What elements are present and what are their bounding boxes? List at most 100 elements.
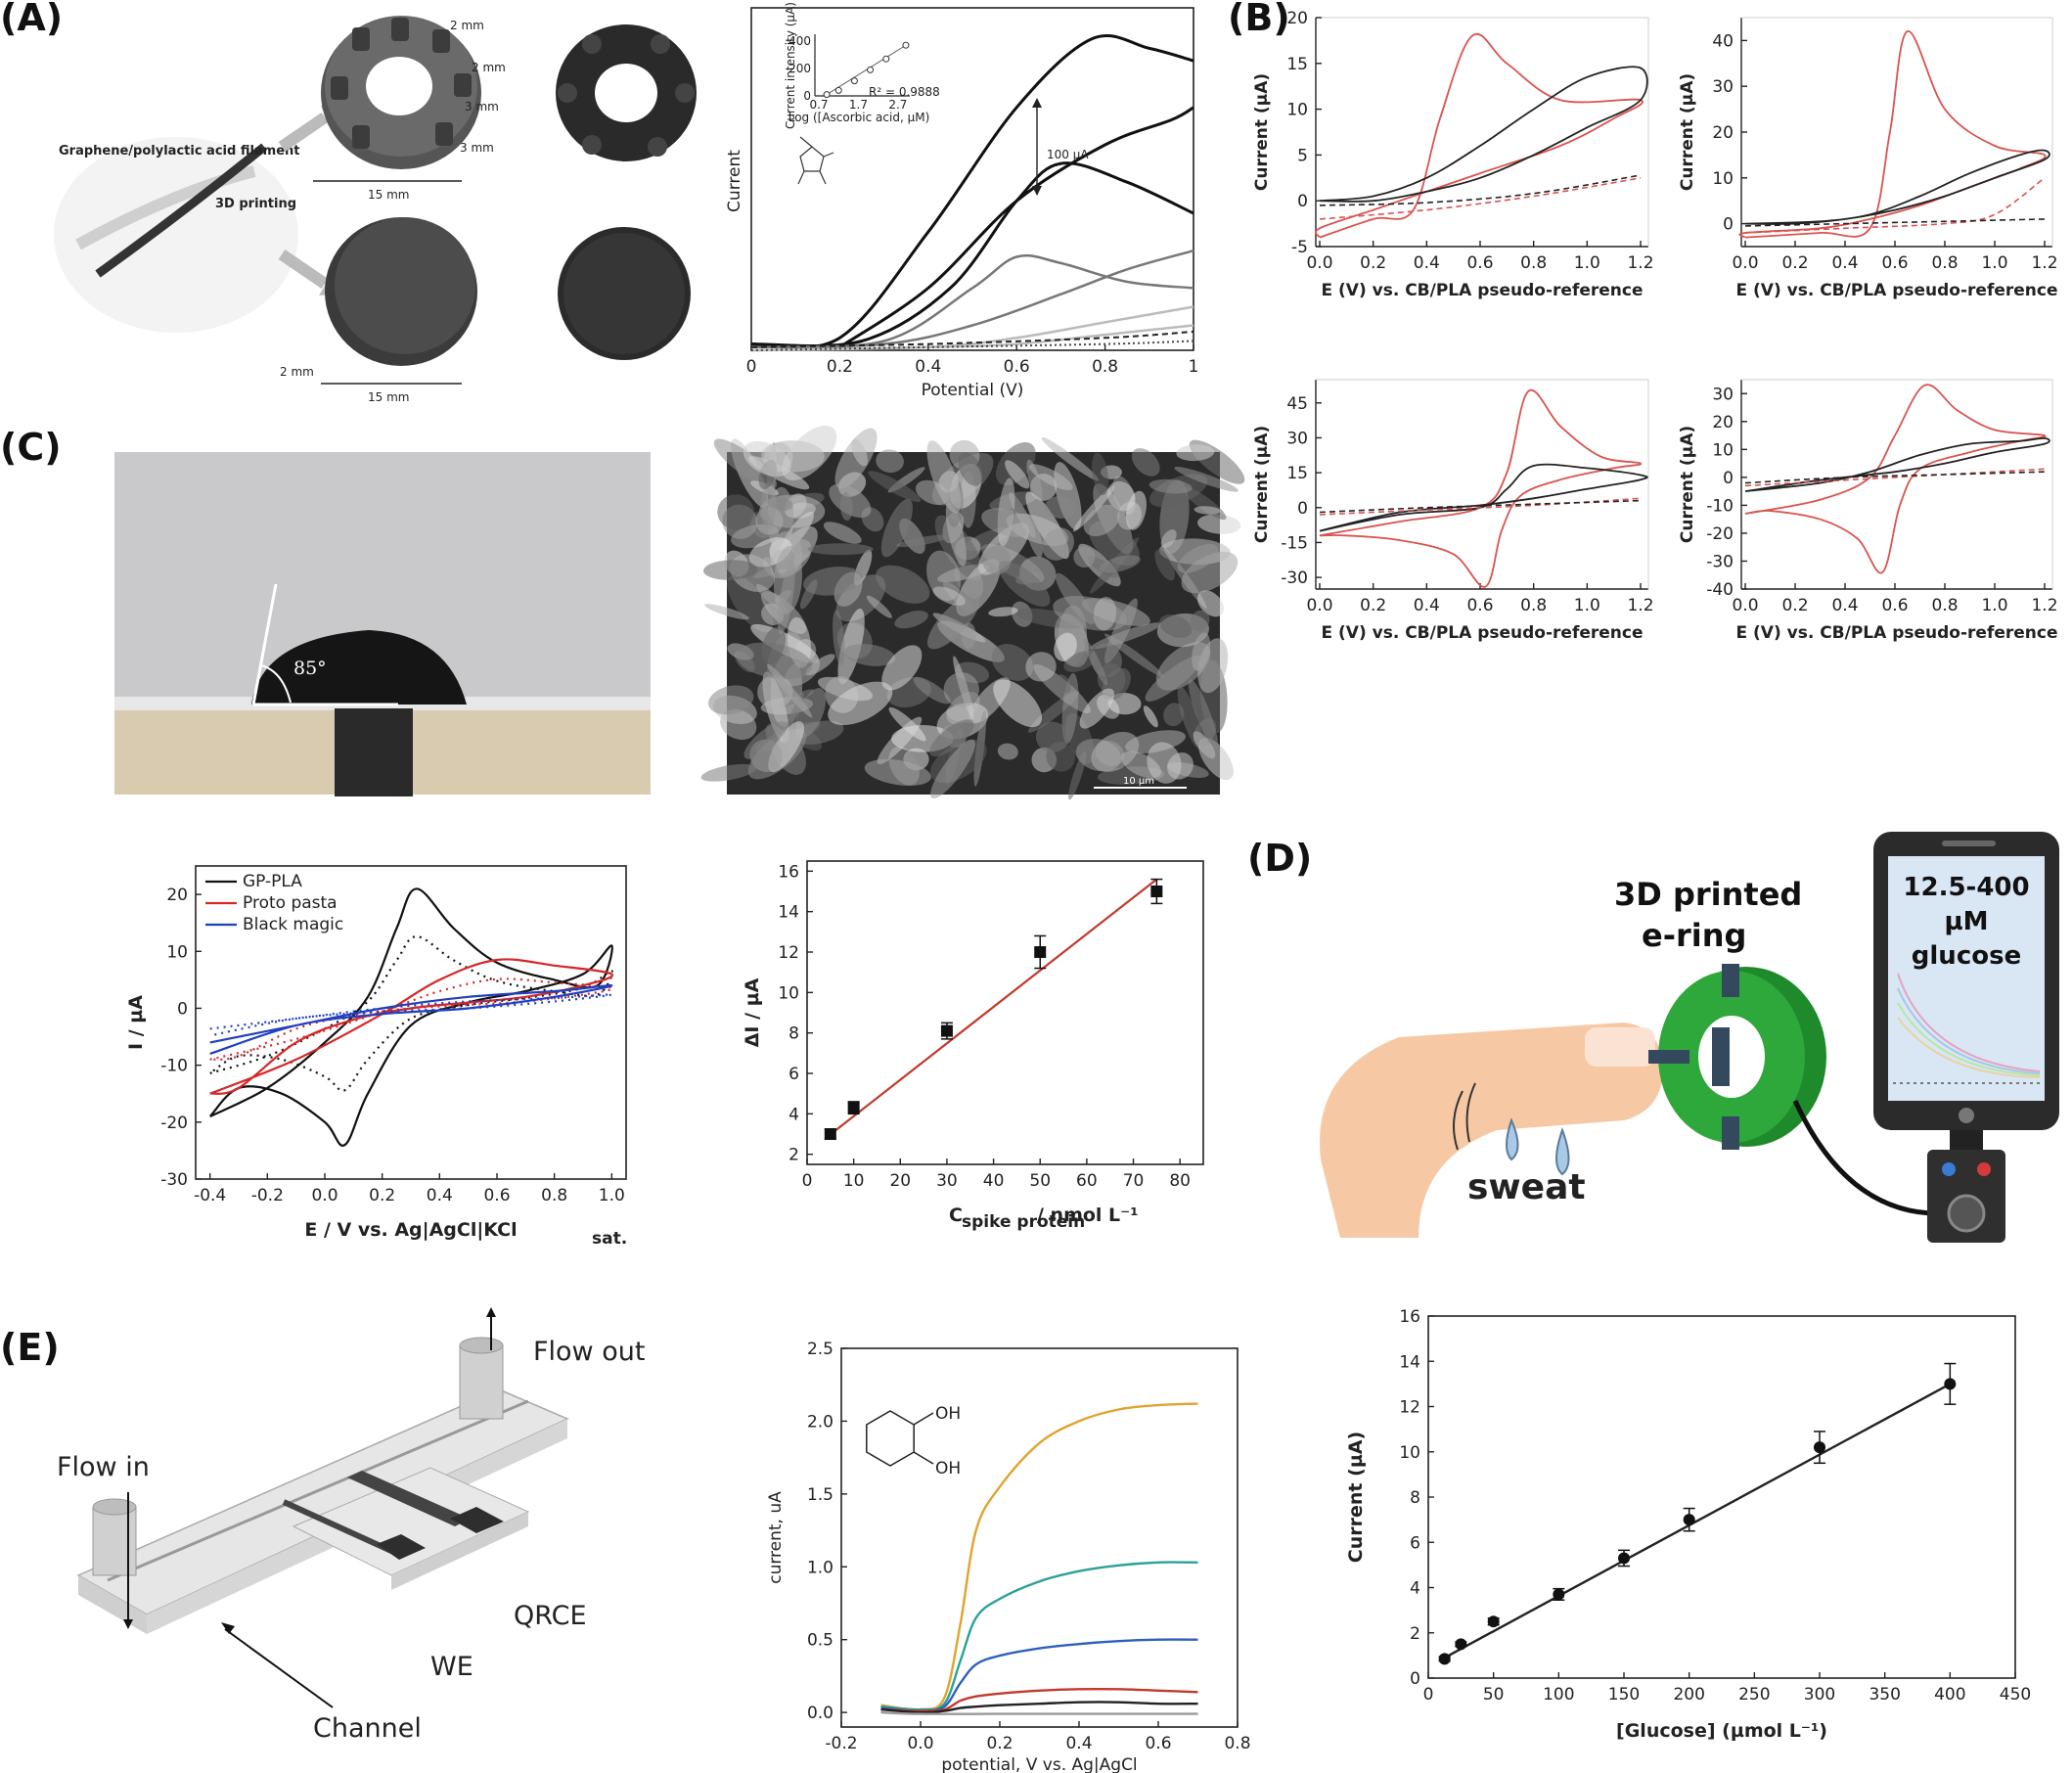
x-axis-label: E (V) vs. CB/PLA pseudo-reference [1735,623,2057,643]
y-tick-label: -10 [160,1057,188,1076]
sem-flake [997,743,1018,760]
phone-analyte: glucose [1912,941,2021,971]
x-tick-label: 0 [1423,1685,1434,1705]
y-tick-label: 0 [177,999,188,1019]
y-tick-label: 5 [1297,146,1308,165]
chart-e2-frame [1427,1315,2016,1679]
sem-flake [1194,506,1221,515]
y-tick-label: 8 [1410,1488,1420,1508]
sem-flake [1029,464,1073,491]
dim-2mm-a: 2 mm [450,19,484,32]
x-tick-label: 1.0 [599,1186,625,1205]
sem-flake [943,672,979,707]
cv-series-3 [1319,174,1642,206]
inset-point [850,77,858,85]
chart-c1-frame [195,865,627,1180]
y-axis-label: Current (µA) [1678,426,1697,543]
x-tick-label: 0.6 [1881,253,1908,273]
cable [1792,1099,1948,1216]
x-axis-label: E (V) vs. CB/PLA pseudo-reference [1321,623,1643,643]
inset-point [867,66,875,73]
x-tick-label: -0.2 [251,1186,284,1205]
sem-flake [1091,452,1109,496]
sem-flake [1041,436,1100,481]
x-tick-label: 1.0 [1574,596,1600,615]
lsv-series-2 [880,1638,1198,1712]
sem-flake [727,574,774,633]
fingernail [1585,1027,1655,1067]
cv-series-1 [1319,66,1648,203]
x-tick-label: 0.4 [1414,253,1440,273]
finger [1320,1023,1663,1238]
y-tick-label: 10 [778,983,799,1003]
y-tick-label: 40 [1712,31,1734,51]
y-tick-label: 6 [1410,1533,1420,1553]
y-axis-label: Current (µA) [1252,426,1272,543]
sem-flake [807,543,874,556]
sem-flake [1045,496,1077,519]
fit-line [1444,1383,1951,1659]
x-tick-label: 0.8 [541,1186,567,1205]
x-tick-label: 0.0 [1732,253,1758,273]
data-point [1944,1378,1957,1390]
y-tick-label: -15 [1281,533,1308,553]
sem-flake [876,449,904,474]
x-axis-label: E / V vs. Ag|AgCl|KCl [304,1219,517,1241]
sem-flake [833,610,845,665]
panel-label-e: (E) [0,1326,60,1369]
x-tick-label: -0.4 [194,1186,226,1205]
sem-flake [961,622,976,650]
x-tick-label: 200 [1673,1685,1704,1705]
sweat-drop-2 [1555,1127,1570,1176]
lsv-series-5 [880,1710,1198,1715]
data-point [1487,1615,1500,1628]
x-tick-label: 0.8 [1931,253,1958,273]
sem-flake [988,607,1018,617]
y-tick-label: 12 [778,943,799,963]
y-tick-label: 10 [1712,169,1734,189]
y-tick-label: 4 [788,1105,799,1124]
y-tick-label: 20 [1286,9,1308,28]
sem-flake [1181,551,1239,594]
x-tick-label: 0.6 [1466,596,1493,615]
x-axis-label: potential, V vs. Ag|AgCl [941,1755,1137,1773]
sem-flake [803,567,863,596]
sem-flake [1072,485,1115,532]
data-point [1553,1588,1565,1601]
legend-label: Black magic [243,915,343,934]
y-axis-label: Current (µA) [1252,73,1272,191]
sem-flake [1193,731,1216,759]
y-tick-label: 45 [1286,394,1308,414]
y-tick-label: -20 [160,1114,188,1133]
y-tick-label: 1.5 [807,1485,833,1505]
dim-3mm-b: 3 mm [460,141,494,155]
x-tick-label: 0 [802,1171,813,1191]
x-tick-label: 1.0 [1981,253,2007,273]
y-tick-label: 16 [1399,1307,1420,1327]
sem-flake [1196,590,1225,617]
panel-d-illustration: sweat 3D printed e-ring 12.5-400 µM gluc… [1301,827,2072,1243]
data-point [824,1128,836,1140]
sem-flake [995,441,1036,486]
sem-flake [1177,543,1219,573]
sem-flake [835,574,886,622]
sem-flake [894,611,928,629]
dim-15mm-bottom: 15 mm [368,390,409,404]
y-axis-label: I / µA [125,995,147,1050]
y-tick-label: 30 [1712,77,1734,97]
flow-out-label: Flow out [533,1337,645,1367]
filament-shadow [75,165,256,250]
y-tick-label: -40 [1706,580,1734,600]
x-axis-label-sub: spike protein [962,1212,1085,1232]
x-tick-label: 20 [889,1171,911,1191]
sem-flake [761,626,787,664]
x-tick-label: 0.4 [427,1186,453,1205]
qrce-pad [450,1507,504,1533]
chart-c2-frame [806,860,1204,1165]
chart-a-cv: 0 0.2 0.4 0.6 0.8 1 Potential (V) Current 100 µA… [725,2,1198,400]
x-tick-label: 50 [1029,1171,1051,1191]
x-tick-label: 0.8 [1931,596,1958,615]
sem-flake [1158,614,1193,638]
y-tick-label: 0 [1410,1669,1420,1689]
chart-a-series-5 [750,305,1194,352]
